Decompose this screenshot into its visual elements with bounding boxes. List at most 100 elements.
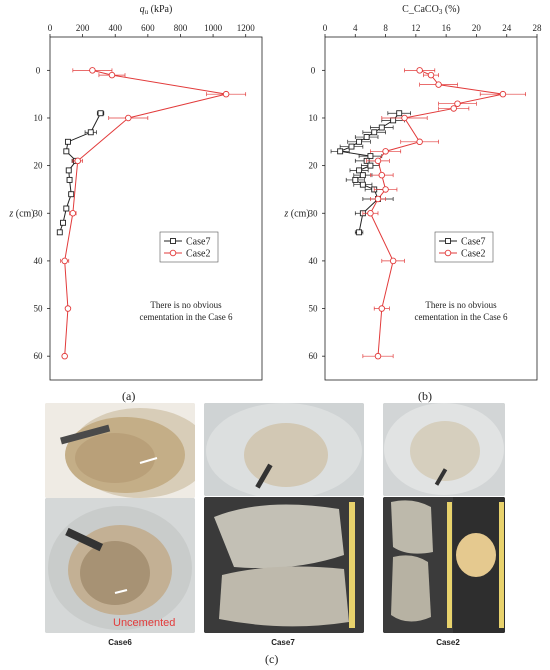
y-tick-label: 60 <box>34 351 44 361</box>
panel-label-a: (a) <box>122 389 136 403</box>
data-point-case2 <box>374 352 382 360</box>
x-axis-title: C_CaCO3 (%) <box>402 4 460 16</box>
photo-case6-bottom <box>45 498 195 633</box>
data-point-case7 <box>363 134 370 140</box>
data-point-case7 <box>371 129 378 136</box>
data-point-case2 <box>382 186 389 193</box>
data-point-case2 <box>378 171 386 179</box>
data-point-case2 <box>61 257 68 265</box>
y-tick-label: 40 <box>309 256 319 266</box>
plot-frame <box>324 36 538 381</box>
data-point-case7 <box>367 162 374 169</box>
annotation-text: There is no obvious <box>425 300 497 310</box>
x-tick-label: 20 <box>472 23 482 33</box>
x-tick-label: 28 <box>533 23 543 33</box>
x-tick-label: 8 <box>383 23 388 33</box>
legend-label-case7: Case7 <box>186 237 210 248</box>
x-tick-label: 800 <box>174 23 188 33</box>
y-axis-title: z (cm) <box>283 208 309 219</box>
data-point-case7 <box>356 229 363 236</box>
x-tick-label: 1200 <box>237 23 256 33</box>
data-point-case2 <box>416 67 423 74</box>
caption-case2: Case2 <box>436 638 460 647</box>
data-point-case7 <box>66 176 73 183</box>
legend-label-case7: Case7 <box>461 237 485 248</box>
legend-box <box>159 231 219 263</box>
data-point-case2 <box>108 71 116 79</box>
chart-a: 0 200 400 600 800 1000 1200 0 10 20 30 40 50 60 qu (kP… <box>8 4 263 381</box>
y-tick-label: 20 <box>309 161 319 171</box>
y-tick-label: 10 <box>309 113 319 123</box>
y-axis-title: z (cm) <box>8 208 34 219</box>
data-point-case7 <box>60 219 66 226</box>
photo-case2-top <box>383 403 505 496</box>
x-tick-label: 0 <box>323 23 328 33</box>
chart-b: 0 4 8 12 16 20 24 28 0 10 20 30 40 50 60 C_CaCO3 (%) z (… <box>283 4 543 381</box>
data-point-case2 <box>74 157 81 165</box>
data-point-case7 <box>348 143 355 150</box>
data-point-case2 <box>435 81 442 88</box>
data-point-case7 <box>378 124 385 131</box>
panel-label-b: (b) <box>418 389 432 403</box>
data-point-case2 <box>374 157 382 165</box>
legend-marker-case7 <box>170 238 176 244</box>
panel-label-c: (c) <box>265 652 279 666</box>
data-point-case2 <box>454 100 461 107</box>
data-point-case2 <box>382 148 389 155</box>
x-tick-label: 24 <box>502 23 512 33</box>
data-point-case7 <box>87 129 94 136</box>
y-tick-label: 0 <box>36 65 41 75</box>
data-point-case7 <box>367 153 374 160</box>
data-point-case2 <box>61 352 68 360</box>
legend-label-case2: Case2 <box>186 249 210 260</box>
caption-case7: Case7 <box>271 638 295 647</box>
legend-marker-case7 <box>445 238 451 244</box>
legend-marker-case2 <box>169 249 177 257</box>
y-tick-label: 30 <box>309 208 319 218</box>
legend-marker-case2 <box>444 249 452 257</box>
data-point-case2 <box>222 90 230 98</box>
data-point-case7 <box>68 191 75 198</box>
data-point-case7 <box>359 181 366 188</box>
legend-box <box>434 231 494 263</box>
data-point-case2 <box>427 71 435 79</box>
data-point-case2 <box>450 105 457 112</box>
y-tick-label: 20 <box>34 161 44 171</box>
data-point-case7 <box>352 176 359 183</box>
data-point-case7 <box>390 117 397 124</box>
data-point-case2 <box>378 305 386 312</box>
x-tick-label: 600 <box>141 23 155 33</box>
data-point-case7 <box>359 172 366 179</box>
data-point-case7 <box>97 110 104 117</box>
annotation-text: There is no obvious <box>150 300 222 310</box>
data-point-case7 <box>337 148 344 155</box>
data-point-case2 <box>64 305 72 312</box>
y-tick-label: 10 <box>34 113 44 123</box>
x-tick-label: 12 <box>411 23 420 33</box>
y-tick-label: 60 <box>309 351 319 361</box>
x-tick-label: 16 <box>442 23 452 33</box>
photo-case7-top <box>204 403 364 496</box>
y-tick-label: 40 <box>34 256 44 266</box>
annotation-text: cementation in the Case 6 <box>415 312 508 322</box>
x-tick-label: 4 <box>353 23 358 33</box>
data-point-case2 <box>389 257 397 265</box>
data-point-case7 <box>396 110 403 117</box>
y-tick-label: 50 <box>309 304 319 314</box>
x-tick-label: 0 <box>48 23 53 33</box>
data-point-case2 <box>89 67 96 74</box>
x-tick-label: 200 <box>76 23 90 33</box>
data-point-case2 <box>367 210 374 217</box>
data-point-case2 <box>499 90 507 98</box>
data-point-case2 <box>69 210 77 217</box>
y-tick-label: 50 <box>34 304 44 314</box>
annotation-text: cementation in the Case 6 <box>140 312 233 322</box>
y-tick-label: 0 <box>311 65 316 75</box>
caption-case6: Case6 <box>108 638 132 647</box>
data-point-case7 <box>356 167 363 174</box>
data-point-case7 <box>65 167 72 174</box>
photo-case2-bottom <box>383 497 505 633</box>
photo-case7-bottom <box>204 497 364 633</box>
plot-frame <box>49 36 263 381</box>
data-point-case2 <box>125 114 132 122</box>
